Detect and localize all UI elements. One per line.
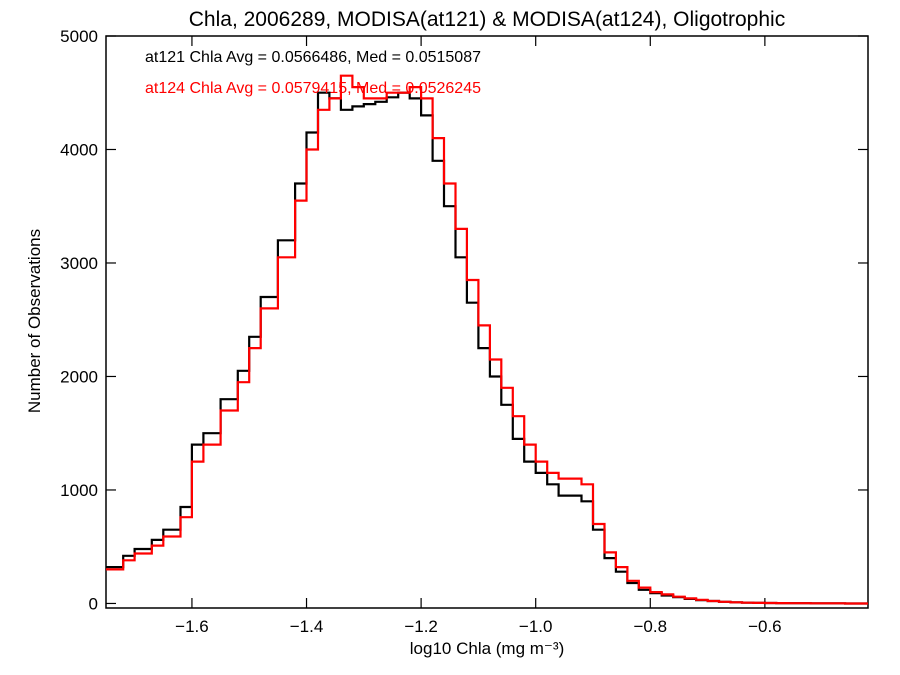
annotation-at124: at124 Chla Avg = 0.0579415, Med = 0.0526… xyxy=(145,80,481,97)
y-axis-label: Number of Observations xyxy=(25,229,44,413)
series-line-1 xyxy=(106,74,868,605)
y-tick-label: 0 xyxy=(89,594,98,613)
x-tick-label: −1.0 xyxy=(519,617,553,636)
y-tick-label: 1000 xyxy=(60,481,98,500)
series-line-0 xyxy=(106,91,868,605)
axis-ticks: −1.6 −1.4 −1.2 −1.0 −0.8 −0.6 0 1000 2000 3000 400… xyxy=(60,27,868,636)
chart-title: Chla, 2006289, MODISA(at121) & MODISA(at… xyxy=(189,8,785,31)
series-group xyxy=(106,74,868,605)
annotation-at121: at121 Chla Avg = 0.0566486, Med = 0.0515… xyxy=(145,49,481,66)
x-axis-label: log10 Chla (mg m⁻³) xyxy=(410,639,564,658)
x-tick-label: −1.4 xyxy=(290,617,324,636)
y-tick-label: 4000 xyxy=(60,140,98,159)
x-tick-label: −0.8 xyxy=(634,617,668,636)
y-tick-label: 5000 xyxy=(60,27,98,46)
x-tick-label: −1.6 xyxy=(175,617,209,636)
y-tick-label: 2000 xyxy=(60,367,98,386)
x-tick-label: −0.6 xyxy=(748,617,782,636)
y-tick-label: 3000 xyxy=(60,254,98,273)
x-tick-label: −1.2 xyxy=(404,617,438,636)
plot-frame xyxy=(105,35,869,609)
